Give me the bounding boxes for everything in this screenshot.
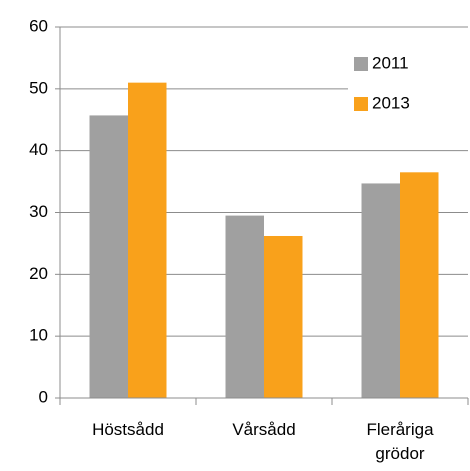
y-tick-label: 60 xyxy=(29,16,48,35)
bar xyxy=(400,172,439,398)
bar xyxy=(361,183,400,398)
y-tick-label: 10 xyxy=(29,326,48,345)
x-tick-label: Höstsådd xyxy=(92,420,164,439)
bar xyxy=(264,235,303,398)
y-tick-label: 40 xyxy=(29,140,48,159)
legend-label: 2013 xyxy=(372,93,410,112)
y-tick-label: 0 xyxy=(39,387,48,406)
x-tick-label: Vårsådd xyxy=(232,420,296,439)
legend-swatch xyxy=(354,97,368,111)
legend-label: 2011 xyxy=(372,53,409,72)
y-tick-label: 30 xyxy=(29,202,48,221)
y-tick-label: 20 xyxy=(29,264,48,283)
bar xyxy=(89,115,128,399)
bar xyxy=(225,215,264,398)
bar xyxy=(128,82,167,399)
y-tick-label: 50 xyxy=(29,78,48,97)
x-tick-label: Fleråriga grödor xyxy=(366,420,434,463)
legend-swatch xyxy=(354,57,368,71)
